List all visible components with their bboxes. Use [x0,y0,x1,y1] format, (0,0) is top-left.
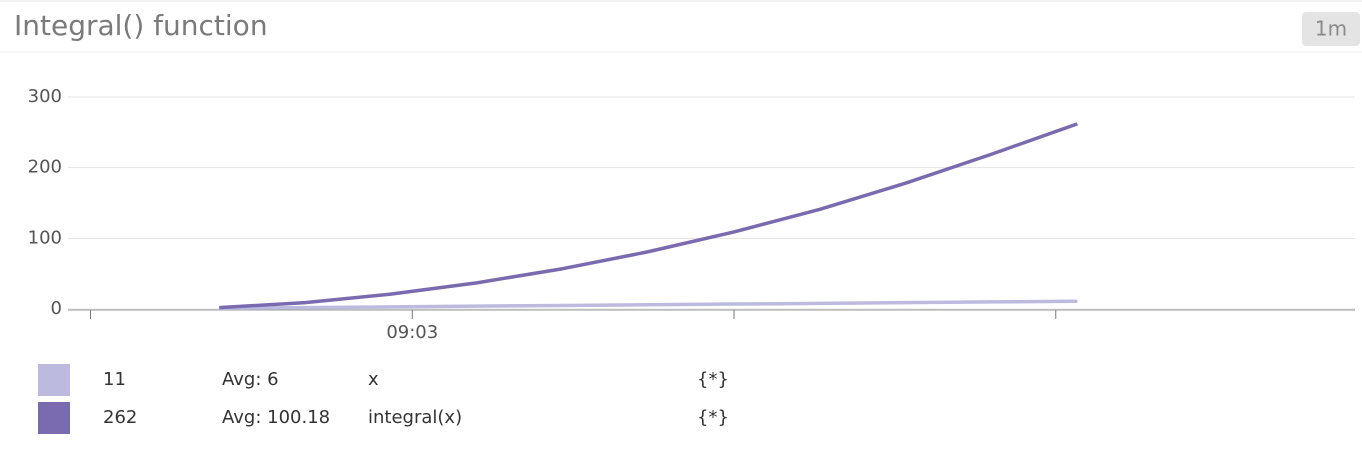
legend-last: 262 [103,407,137,428]
chart-title: Integral() function [14,9,268,42]
legend-swatch [38,402,70,434]
legend-avg: Avg: 100.18 [222,407,330,428]
legend-scope: {*} [697,407,729,428]
series-line [219,122,1078,310]
y-tick-label: 0 [51,298,62,319]
y-tick-label: 300 [28,86,62,107]
legend-last: 11 [103,369,126,390]
legend-avg: Avg: 6 [222,369,279,390]
y-tick-label: 200 [28,157,62,178]
interval-label[interactable]: 1m [1315,17,1347,41]
series-line [219,299,1078,311]
legend-name: integral(x) [368,407,462,428]
x-tick-label: 09:03 [386,322,438,343]
legend-swatch [38,364,70,396]
interval-badge[interactable] [1302,12,1360,46]
legend-name: x [368,369,379,390]
legend-scope: {*} [697,369,729,390]
y-tick-label: 100 [28,227,62,248]
